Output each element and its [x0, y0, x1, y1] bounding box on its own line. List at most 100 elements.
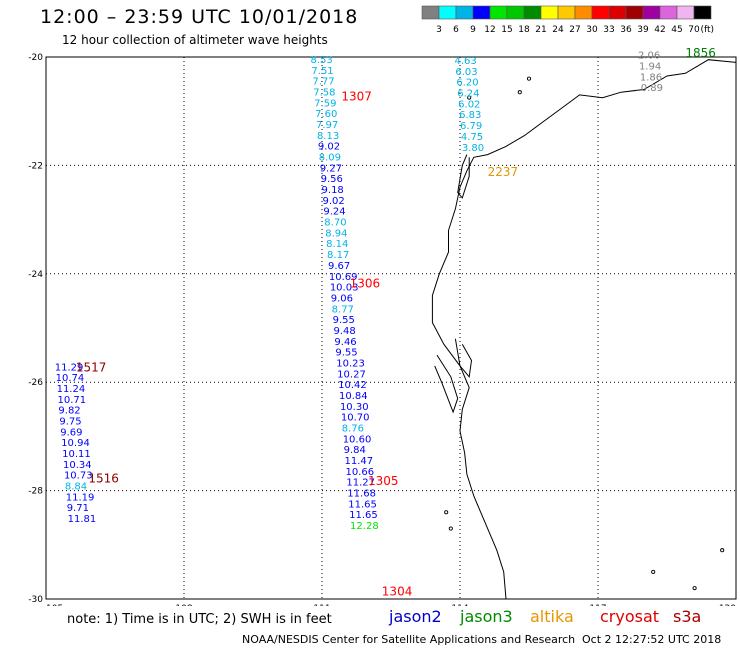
wave-height-label: 11.24 — [57, 384, 86, 395]
map-frame — [45, 56, 737, 600]
scale-tick-label: 45 — [671, 25, 682, 35]
island — [651, 569, 656, 574]
wave-height-label: 11.47 — [345, 456, 374, 467]
lon-tick-label: 114 — [451, 604, 468, 606]
wave-height-label: 4.63 — [454, 56, 476, 67]
wave-height-label: 11.27 — [346, 478, 375, 489]
scale-tick-label: 15 — [501, 25, 512, 35]
wave-height-label: 6.03 — [455, 67, 477, 78]
wave-height-label: 11.81 — [68, 514, 97, 525]
scale-tick-label: 33 — [603, 25, 614, 35]
scale-unit-label: (ft) — [700, 25, 714, 35]
lon-tick-label: 111 — [313, 604, 330, 606]
pass-time-label: 2237 — [488, 165, 519, 179]
wave-height-label: 10.03 — [330, 283, 359, 294]
lat-tick-label: -24 — [28, 270, 43, 280]
wave-height-label: 11.19 — [66, 492, 95, 503]
wave-height-label: 4.75 — [461, 132, 483, 143]
lon-tick-label: 108 — [175, 604, 192, 606]
lat-tick-label: -28 — [28, 487, 43, 497]
pass-time-label: 1516 — [88, 471, 119, 485]
wave-height-label: 9.46 — [334, 337, 356, 348]
legend-s3a: s3a — [673, 607, 702, 626]
scale-tick-label: 39 — [637, 25, 649, 35]
wave-height-label: 9.02 — [322, 196, 344, 207]
coastline-peninsula — [434, 354, 459, 414]
wave-height-label: 8.53 — [311, 55, 333, 66]
legend-altika: altika — [530, 607, 574, 626]
scale-tick-label: 30 — [586, 25, 598, 35]
wave-height-label: 7.51 — [311, 66, 333, 77]
wave-height-label: 9.67 — [328, 261, 350, 272]
wave-height-label: 10.71 — [58, 395, 87, 406]
pass-time-label: 1856 — [685, 46, 716, 60]
pass-time-label: 1517 — [76, 360, 107, 374]
wave-height-label: 9.71 — [67, 503, 89, 514]
wave-height-label: 8.09 — [319, 153, 341, 164]
wave-height-label: 7.97 — [316, 120, 338, 131]
legend-note: note: 1) Time is in UTC; 2) SWH is in fe… — [67, 612, 332, 627]
wave-height-label: 7.60 — [315, 109, 337, 120]
wave-height-label: 9.75 — [59, 416, 81, 427]
wave-height-label: 2.06 — [638, 51, 660, 62]
wave-height-label: 9.48 — [334, 326, 356, 337]
coastline — [431, 59, 737, 600]
wave-height-label: 11.68 — [347, 489, 376, 500]
wave-height-label: 10.84 — [339, 391, 368, 402]
wave-height-label: 11.65 — [349, 510, 378, 521]
lon-tick-label: 105 — [46, 604, 63, 606]
wave-height-label: 6.02 — [458, 99, 480, 110]
wave-height-label: 10.30 — [340, 402, 369, 413]
wave-height-label: 10.70 — [341, 413, 370, 424]
lat-tick-label: -22 — [28, 161, 43, 171]
wave-height-label: 8.76 — [342, 424, 364, 435]
wave-height-label: 9.18 — [322, 185, 344, 196]
island — [526, 76, 532, 81]
lat-tick-label: -20 — [28, 53, 43, 63]
wave-height-label: 10.66 — [345, 467, 374, 478]
credit-date: Oct 2 12:27:52 UTC 2018 — [582, 633, 722, 646]
wave-height-label: 10.74 — [56, 373, 85, 384]
scale-tick-label: 24 — [552, 25, 564, 35]
scale-tick-label: 21 — [535, 25, 546, 35]
wave-height-label: 1.86 — [640, 72, 662, 83]
island — [692, 586, 697, 591]
wave-height-label: 11.65 — [348, 499, 377, 510]
lon-tick-label: 120 — [719, 604, 736, 606]
lon-tick-label: 117 — [589, 604, 606, 606]
wave-height-label: 7.77 — [312, 77, 334, 88]
scale-tick-label: 3 — [436, 25, 442, 35]
island — [517, 90, 522, 95]
wave-height-label: 6.24 — [457, 89, 479, 100]
scale-tick-label: 6 — [453, 25, 459, 35]
pass-time-label: 1306 — [350, 276, 381, 290]
legend-jason3: jason3 — [460, 607, 513, 626]
lat-tick-label: -30 — [28, 595, 43, 605]
wave-height-label: 10.11 — [62, 449, 91, 460]
wave-height-label: 10.73 — [64, 471, 93, 482]
wave-height-label: 9.56 — [321, 174, 343, 185]
legend-cryosat: cryosat — [600, 607, 660, 626]
wave-height-label: 9.55 — [335, 348, 357, 359]
pass-time-label: 1307 — [341, 89, 372, 103]
wave-height-label: 7.58 — [313, 87, 335, 98]
wave-height-label: 8.70 — [324, 218, 346, 229]
scale-tick-label: 9 — [470, 25, 476, 35]
wave-height-label: 8.77 — [332, 304, 354, 315]
coastline-cape — [457, 154, 470, 199]
page-title: 12:00 – 23:59 UTC 10/01/2018 — [40, 6, 359, 28]
wave-height-label: 9.06 — [331, 293, 353, 304]
wave-height-label: 8.17 — [327, 250, 349, 261]
wave-height-label: 6.83 — [459, 110, 481, 121]
scale-tick-label: 70 — [688, 25, 700, 35]
wave-height-label: 11.29 — [55, 362, 84, 373]
wave-height-label: 9.82 — [58, 406, 80, 417]
wave-height-label: 1.94 — [639, 61, 661, 72]
scale-swatch — [693, 5, 712, 20]
wave-height-label: 8.14 — [326, 239, 348, 250]
wave-height-label: 8.13 — [317, 131, 339, 142]
color-scale-legend: 3 6 9 12 15 18 21 24 27 30 33 36 39 42 45 70 (ft) — [421, 5, 714, 35]
wave-height-label: 10.94 — [61, 438, 90, 449]
scale-tick-label: 27 — [569, 25, 580, 35]
pass-time-label: 1304 — [382, 585, 413, 599]
